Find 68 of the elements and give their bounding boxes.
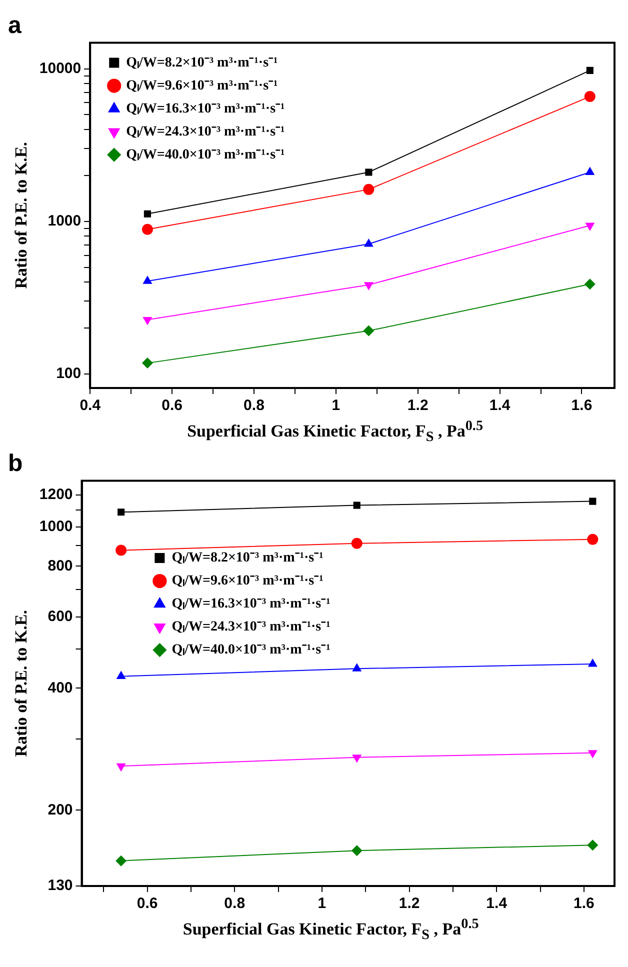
y-tick-label: 1200 <box>39 486 73 504</box>
legend-label: Qₗ/W=16.3×10⁻³ m³·m⁻¹·s⁻¹ <box>126 101 285 116</box>
x-tick-label: 0.8 <box>244 397 264 414</box>
y-tick-label: 1000 <box>39 518 73 536</box>
point <box>351 538 362 549</box>
point <box>585 166 595 175</box>
y-tick-label: 800 <box>48 557 73 574</box>
legend-label: Qₗ/W=8.2×10⁻³ m³·m⁻¹·s⁻¹ <box>126 55 278 70</box>
y-axis-title: Ratio of P.E. to K.E. <box>12 142 31 289</box>
legend-label: Qₗ/W=8.2×10⁻³ m³·m⁻¹·s⁻¹ <box>172 550 324 566</box>
point <box>587 840 598 851</box>
y-tick-label: 100 <box>56 365 82 382</box>
point <box>364 282 374 290</box>
point <box>142 358 153 369</box>
point <box>116 763 126 772</box>
legend-label: Qₗ/W=24.3×10⁻³ m³·m⁻¹·s⁻¹ <box>172 620 330 635</box>
legend-label: Qₗ/W=40.0×10⁻³ m³·m⁻¹·s⁻¹ <box>172 642 330 658</box>
x-tick-label: 1.4 <box>489 397 511 414</box>
x-tick-label: 0.8 <box>224 895 246 912</box>
legend-label: Qₗ/W=24.3×10⁻³ m³·m⁻¹·s⁻¹ <box>126 124 285 140</box>
point <box>351 845 362 856</box>
y-tick-label: 130 <box>48 877 73 894</box>
legend-label: Qₗ/W=16.3×10⁻³ m³·m⁻¹·s⁻¹ <box>172 596 330 612</box>
chart-title: a <box>8 12 22 40</box>
point <box>364 238 374 247</box>
point <box>365 168 372 176</box>
x-tick-label: 1 <box>318 895 326 912</box>
x-tick-label: 1.6 <box>571 397 592 414</box>
point <box>352 663 362 672</box>
legend-label: Qₗ/W=9.6×10⁻³ m³·m⁻¹·s⁻¹ <box>126 78 278 94</box>
x-tick-label: 1.6 <box>574 895 594 912</box>
y-axis-title: Ratio of P.E. to K.E. <box>12 610 31 757</box>
y-tick-label: 400 <box>48 679 73 696</box>
point <box>584 278 596 290</box>
x-tick-label: 1.2 <box>398 895 420 912</box>
x-tick-label: 1.2 <box>407 397 428 414</box>
y-tick-label: 600 <box>48 608 73 626</box>
point <box>363 184 374 195</box>
x-tick-label: 0.6 <box>162 397 182 414</box>
point <box>363 325 374 336</box>
x-tick-label: 0.6 <box>136 895 158 912</box>
point <box>352 754 362 763</box>
point <box>588 658 598 667</box>
legend-label: Qₗ/W=40.0×10⁻³ m³·m⁻¹·s⁻¹ <box>126 147 285 162</box>
point <box>353 502 360 509</box>
point <box>588 750 598 758</box>
y-tick-label: 200 <box>48 801 73 818</box>
x-tick-label: 1 <box>332 397 340 414</box>
point <box>142 276 152 284</box>
point <box>116 544 127 556</box>
y-tick-label: 10000 <box>39 60 82 77</box>
legend-label: Qₗ/W=9.6×10⁻³ m³·m⁻¹·s⁻¹ <box>172 574 324 589</box>
x-axis-title: Superficial Gas Kinetic Factor, F$_{S}$ , Pa$^{0.5}$ <box>186 418 484 446</box>
point <box>118 508 125 516</box>
point <box>144 210 151 218</box>
x-tick-label: 0.4 <box>80 397 102 414</box>
x-tick-label: 1.4 <box>486 895 508 912</box>
point <box>587 534 598 545</box>
point <box>116 670 126 680</box>
point <box>586 66 594 74</box>
x-axis-title: Superficial Gas Kinetic Factor, F$_{S}$ , Pa$^{0.5}$ <box>182 916 480 944</box>
point <box>116 855 127 866</box>
point <box>589 498 596 505</box>
point <box>142 224 153 235</box>
chart-title: b <box>8 450 23 478</box>
point <box>142 316 152 326</box>
y-tick-label: 1000 <box>48 212 82 230</box>
point <box>584 91 596 102</box>
